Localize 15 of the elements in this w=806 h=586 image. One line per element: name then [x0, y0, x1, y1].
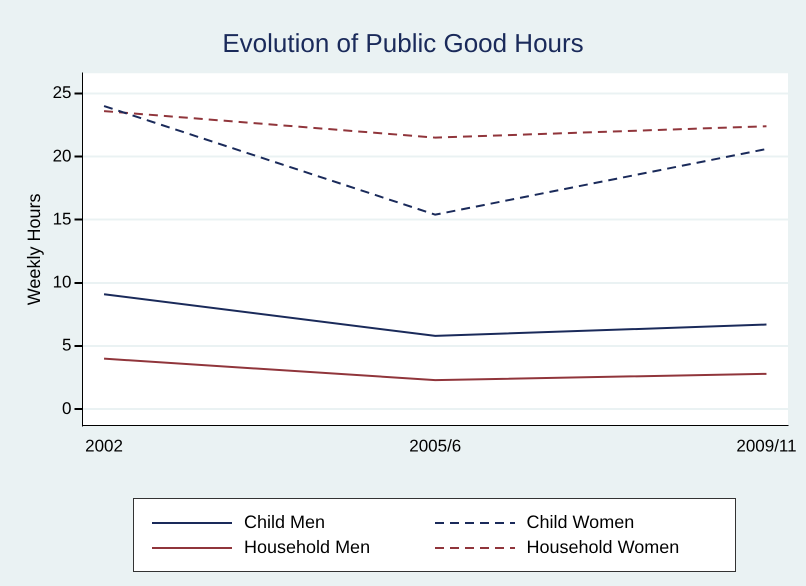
chart-title: Evolution of Public Good Hours [221, 28, 585, 59]
x-tick-label: 2005/6 [409, 436, 462, 456]
x-tick-label: 2009/11 [736, 436, 797, 456]
legend-label: Household Men [244, 537, 370, 558]
legend-label: Child Women [526, 512, 634, 533]
x-tick-label: 2002 [85, 436, 123, 456]
y-tick-label: 15 [52, 209, 72, 228]
y-tick-label: 20 [52, 146, 72, 166]
y-tick-label: 10 [52, 272, 72, 292]
y-axis-title: Weekly Hours [24, 194, 44, 306]
y-tick-label: 25 [52, 83, 72, 102]
y-tick-label: 5 [62, 336, 72, 355]
legend-label: Child Men [244, 512, 326, 533]
legend-label: Household Women [526, 537, 680, 558]
y-tick-label: 0 [62, 398, 72, 418]
